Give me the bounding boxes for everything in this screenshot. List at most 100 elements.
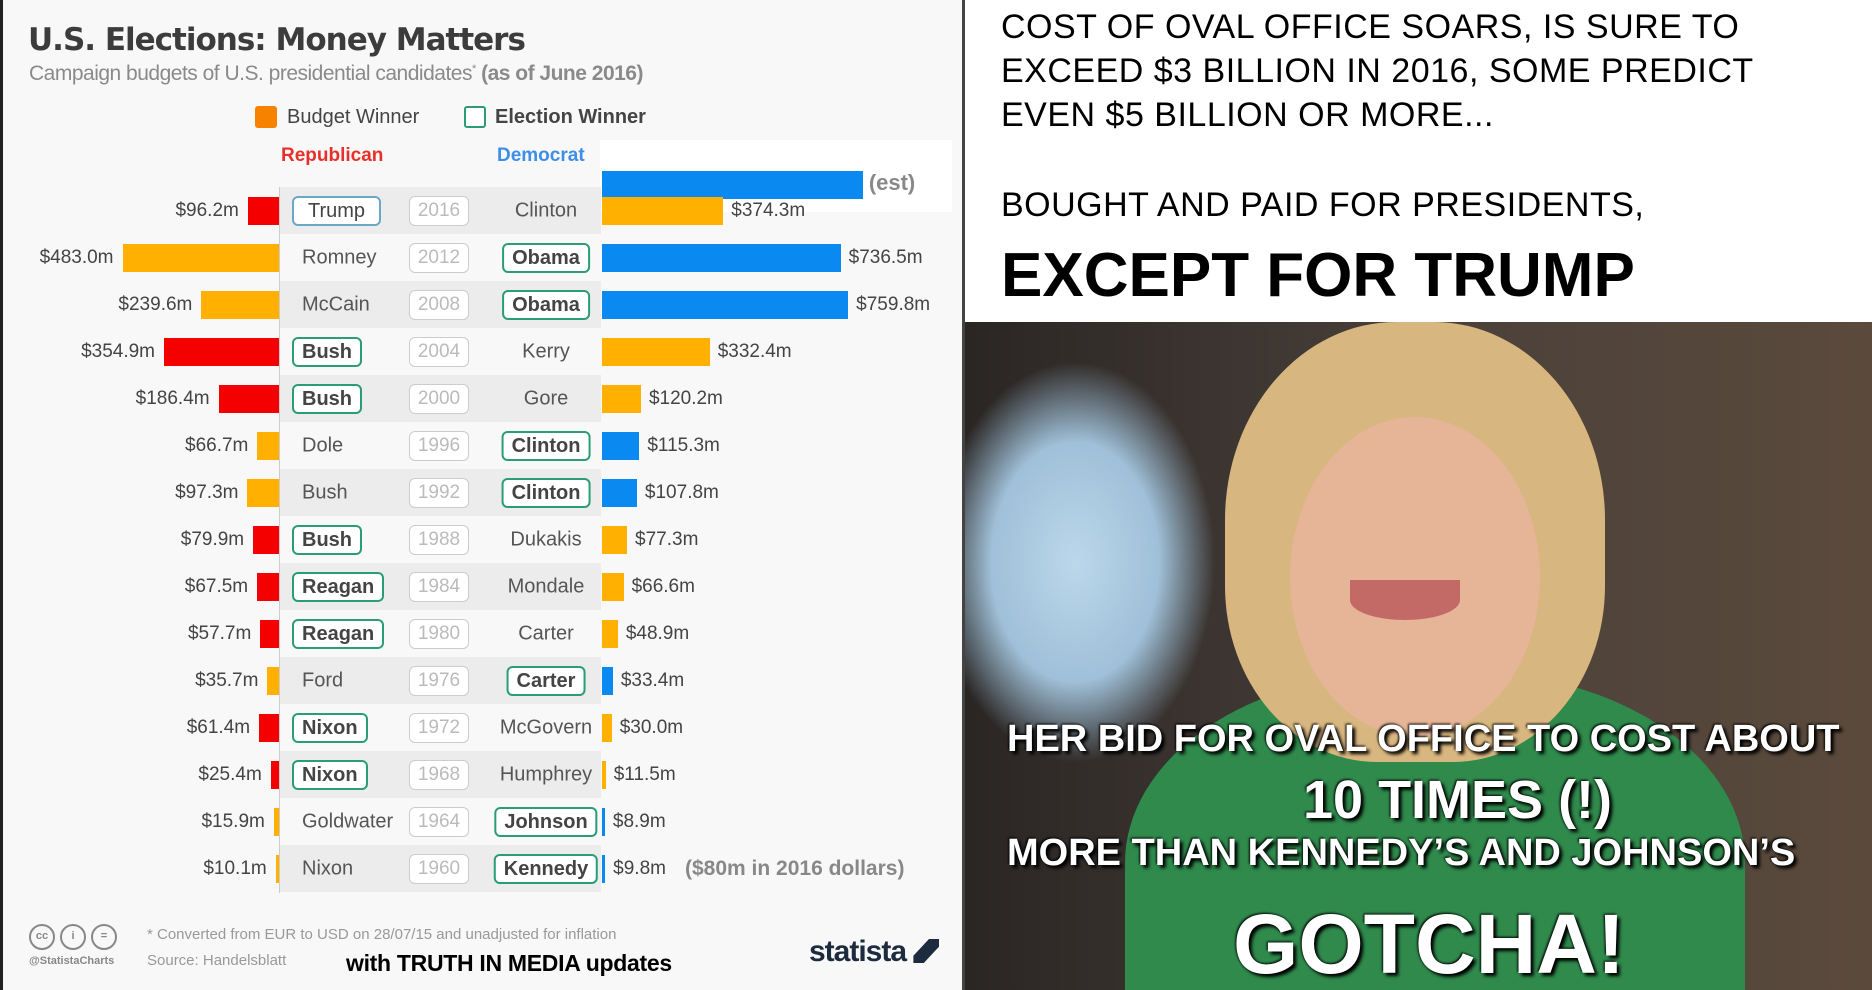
democrat-value: $11.5m [613,763,676,785]
headline-line-2: EXCEED $3 BILLION IN 2016, SOME PREDICT [1001,52,1754,90]
republican-bar [122,243,279,272]
republican-bar [267,666,279,695]
republican-name: Nixon [292,712,368,743]
year-badge: 1976 [409,666,469,696]
inflation-note: ($80m in 2016 dollars) [685,856,905,880]
republican-name: McCain [302,293,370,315]
republican-value: $67.5m [184,575,249,597]
republican-bar [247,196,279,225]
footnote-mark: * [471,63,476,75]
democrat-value: $66.6m [631,575,695,597]
year-badge: 2008 [409,290,469,320]
republican-name: Bush [302,481,348,503]
candidate-table: Trump 2016 Clinton Romney 2012 Obama McCain 200… [279,187,601,893]
democrat-bar [602,290,849,319]
except-for-trump: EXCEPT FOR TRUMP [1001,241,1635,310]
republican-name: Bush [292,336,362,367]
republican-value: $61.4m [186,716,251,738]
republican-name: Bush [292,383,362,414]
republican-bar [275,854,279,883]
republican-bar [253,525,279,554]
democrat-name: Clinton [514,199,578,221]
overlay-line-2: 10 TIMES (!) [1303,770,1613,830]
republican-name: Ford [302,669,344,691]
meme-panel: COST OF OVAL OFFICE SOARS, IS SURE TO EX… [965,0,1872,990]
democrat-bar [602,619,618,648]
democrat-value: $115.3m [647,434,720,456]
republican-bar [247,478,279,507]
democrat-bar [602,807,605,836]
democrat-value: $374.3m [731,199,806,221]
republican-value: $354.9m [81,340,156,362]
year-badge: 1992 [409,478,469,508]
republican-name: Bush [292,524,362,555]
republican-bar [257,431,279,460]
table-row: Ford 1976 Carter [280,657,601,704]
republican-value: $79.9m [180,528,245,550]
cc-icon: cc [29,924,55,950]
republican-name: Reagan [292,571,385,602]
republican-value: $10.1m [203,857,267,879]
table-row: Dole 1996 Clinton [280,422,601,469]
democrat-value: $48.9m [625,622,690,644]
republican-value: $25.4m [198,763,262,785]
year-badge: 2000 [409,384,469,414]
democrat-name: Carter [506,665,586,696]
republican-bar [257,572,279,601]
democrat-value: $332.4m [717,340,792,362]
est-bar [602,171,863,199]
republican-bar [270,760,279,789]
budget-winner-swatch [255,106,277,128]
source: Source: Handelsblatt [147,952,287,969]
year-badge: 1964 [409,807,469,837]
republican-bar [273,807,279,836]
democrat-value: $8.9m [612,810,666,832]
chart-subtitle: Campaign budgets of U.S. presidential ca… [29,62,643,86]
table-row: Nixon 1960 Kennedy [280,845,601,892]
democrat-name: Mondale [507,575,585,597]
democrat-bar [602,760,606,789]
democrat-bar [602,666,613,695]
democrat-value: $759.8m [856,293,931,315]
est-label: (est) [868,170,916,195]
legend-budget-winner: Budget Winner [287,106,420,128]
democrat-bar [602,854,606,883]
subtitle-text: Campaign budgets of U.S. presidential ca… [29,62,472,85]
table-row: Trump 2016 Clinton [280,187,601,234]
democrat-value: $107.8m [644,481,719,503]
democrat-bar [602,243,841,272]
year-badge: 2016 [409,196,469,226]
year-badge: 1984 [409,572,469,602]
statista-handle: @StatistaCharts [29,955,115,967]
democrat-name: Gore [523,387,569,409]
divider [962,0,965,990]
democrat-value: $30.0m [619,716,684,738]
no-derivatives-icon: = [91,924,117,950]
overlay-line-1: HER BID FOR OVAL OFFICE TO COST ABOUT [1007,718,1840,760]
democrat-name: Obama [502,289,590,320]
statista-logo: statista [809,935,940,969]
republican-value: $57.7m [187,622,252,644]
table-row: Bush 1988 Dukakis [280,516,601,563]
democrat-value: $33.4m [620,669,685,691]
republican-name: Goldwater [302,810,394,832]
democrat-name: Kerry [522,340,570,362]
republican-value: $96.2m [175,199,239,221]
democrat-header: Democrat [497,145,585,166]
attribution-icon: i [60,924,86,950]
democrat-bar [602,431,640,460]
table-row: McCain 2008 Obama [280,281,601,328]
democrat-value: $9.8m [613,857,666,879]
republican-header: Republican [281,145,384,166]
table-row: Nixon 1968 Humphrey [280,751,601,798]
gotcha: GOTCHA! [1233,897,1625,990]
year-badge: 1996 [409,431,469,461]
republican-name: Nixon [292,759,368,790]
democrat-name: Obama [502,242,590,273]
democrat-name: Humphrey [499,763,593,785]
table-row: Nixon 1972 McGovern [280,704,601,751]
republican-value: $35.7m [195,669,259,691]
bought-and-paid-line: BOUGHT AND PAID FOR PRESIDENTS, [1001,186,1645,224]
year-badge: 1972 [409,713,469,743]
republican-name: Romney [302,246,377,268]
